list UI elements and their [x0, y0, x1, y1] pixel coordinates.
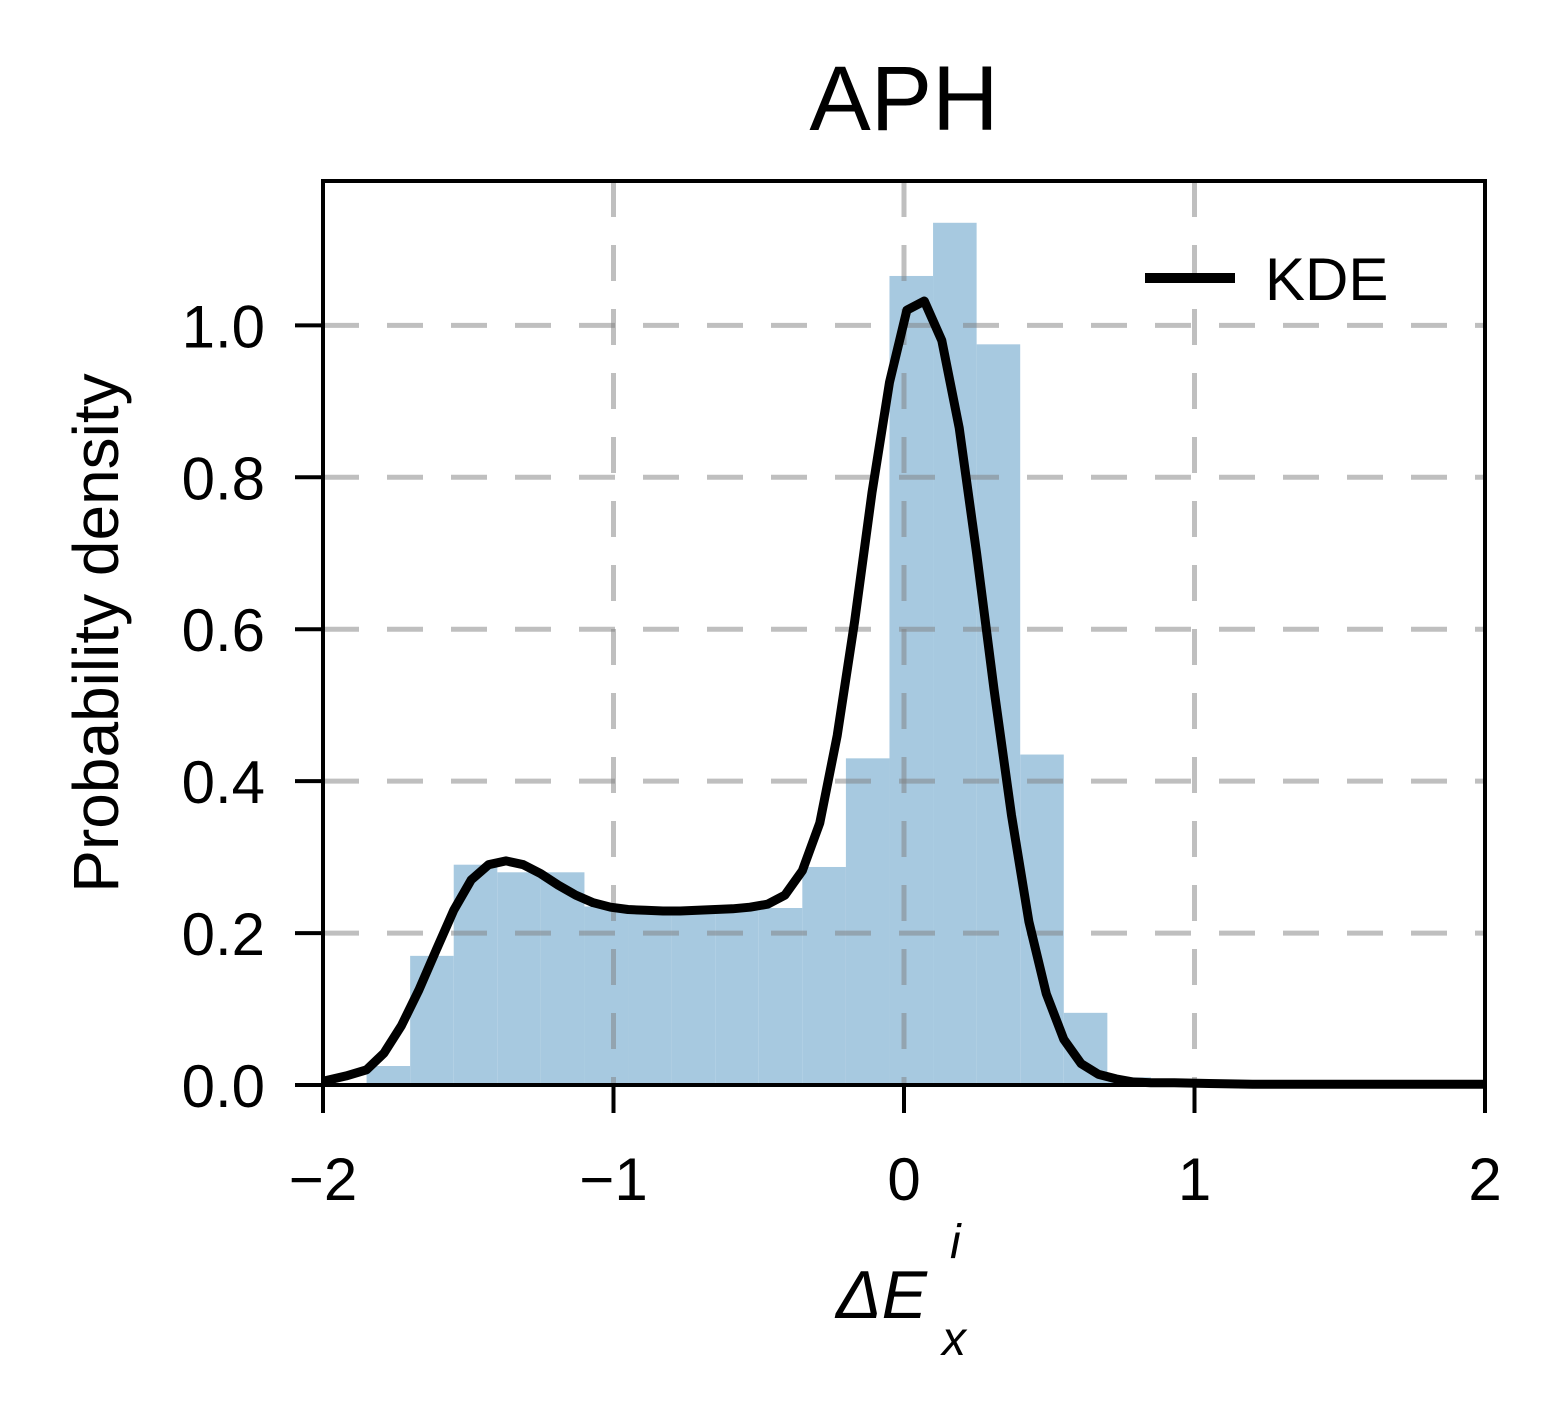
- legend-kde-label: KDE: [1265, 246, 1388, 313]
- legend: KDE: [1145, 246, 1388, 313]
- y-tick-label: 0.4: [182, 749, 265, 816]
- histogram-bar: [628, 906, 672, 1085]
- histogram-bar: [584, 906, 629, 1085]
- histogram-bar: [845, 758, 890, 1085]
- histogram-bar: [933, 222, 977, 1086]
- y-tick-label: 0.6: [182, 597, 265, 664]
- histogram: [366, 222, 1151, 1086]
- y-tick-label: 1.0: [182, 293, 265, 360]
- y-tick-label: 0.8: [182, 445, 265, 512]
- x-tick-label: 2: [1468, 1146, 1501, 1213]
- x-axis-label-subscript: x: [940, 1313, 968, 1366]
- histogram-bar: [410, 955, 454, 1085]
- x-axis-label-superscript: i: [950, 1216, 962, 1269]
- kde-series: [321, 296, 1485, 1089]
- histogram-bar: [497, 872, 541, 1085]
- x-tick-label: −2: [289, 1146, 357, 1213]
- x-tick-label: −1: [579, 1146, 647, 1213]
- y-tick-label: 0.0: [182, 1053, 265, 1120]
- histogram-bar: [715, 906, 759, 1085]
- x-tick-label: 0: [887, 1146, 920, 1213]
- histogram-bar: [540, 872, 585, 1085]
- chart-title: APH: [809, 48, 998, 150]
- histogram-bar: [802, 866, 846, 1085]
- x-axis-label: ΔE i x: [834, 1197, 980, 1366]
- histogram-bar: [758, 907, 803, 1085]
- x-axis-label-base: ΔE: [834, 1257, 928, 1333]
- histogram-bar: [889, 275, 934, 1085]
- axis-ticks: −2 −1 0 1 2 0.0 0.2 0.4 0.6 0.8 1.0: [182, 293, 1502, 1213]
- histogram-bar: [366, 1066, 411, 1085]
- y-axis-label: Probability density: [60, 373, 132, 892]
- kde-line: [321, 296, 1485, 1089]
- histogram-bar: [671, 906, 716, 1085]
- x-tick-label: 1: [1178, 1146, 1211, 1213]
- y-tick-label: 0.2: [182, 901, 265, 968]
